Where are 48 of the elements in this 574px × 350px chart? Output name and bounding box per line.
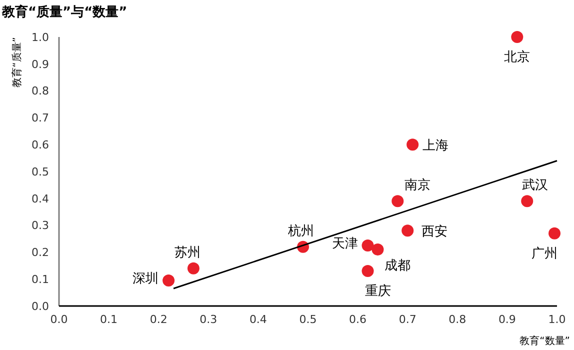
point (372, 244, 384, 256)
y-tick-label: 0.5 (32, 165, 49, 178)
point (187, 262, 200, 274)
x-tick-label: 0.2 (150, 313, 168, 326)
y-tick-label: 0.6 (32, 138, 49, 152)
chart-title: 教育“质量”与“数量” (1, 4, 128, 20)
annotation: 上海 (422, 138, 449, 154)
y-tick-label: 1.0 (32, 30, 49, 44)
point (162, 274, 175, 286)
point (392, 195, 404, 208)
point (402, 224, 414, 237)
annotation: 成都 (384, 258, 411, 274)
point (511, 31, 524, 43)
x-axis-title: 教育“数量” (520, 335, 570, 347)
y-axis-title: 教育“质量” (11, 37, 23, 88)
x-tick-label: 0.8 (448, 313, 466, 326)
x-tick-label: 0.1 (100, 313, 118, 326)
annotation: 北京 (504, 50, 530, 65)
annotation: 南京 (404, 178, 431, 194)
x-tick-label: 0.4 (249, 313, 267, 326)
point (406, 138, 419, 151)
annotation: 苏州 (174, 245, 200, 260)
y-tick-label: 0.7 (32, 112, 49, 125)
x-tick-label: 0.7 (398, 313, 416, 326)
y-tick-label: 0.9 (32, 58, 49, 71)
x-tick-label: 0.3 (200, 313, 218, 326)
x-tick-label: 0.6 (349, 313, 367, 326)
point (521, 195, 534, 208)
y-tick-label: 0.2 (32, 246, 49, 260)
point (548, 227, 561, 240)
annotation: 重庆 (364, 284, 391, 300)
y-tick-label: 0.3 (32, 219, 49, 232)
annotation: 深圳 (132, 271, 159, 286)
x-tick-label: 1.0 (548, 313, 566, 326)
annotation: 西安 (422, 224, 448, 240)
point (362, 265, 374, 278)
y-tick-label: 0.4 (32, 192, 49, 206)
annotation: 杭州 (287, 224, 314, 239)
point (362, 239, 374, 252)
annotation: 广州 (532, 246, 558, 262)
annotation: 武汉 (522, 178, 548, 194)
y-tick-label: 0.8 (32, 84, 49, 98)
y-tick-label: 0.0 (32, 300, 49, 313)
x-tick-label: 0.9 (498, 313, 516, 326)
x-tick-label: 0.5 (299, 313, 317, 326)
annotation: 天津 (332, 236, 358, 252)
y-tick-label: 0.1 (32, 272, 49, 286)
x-tick-label: 0.0 (50, 313, 68, 326)
